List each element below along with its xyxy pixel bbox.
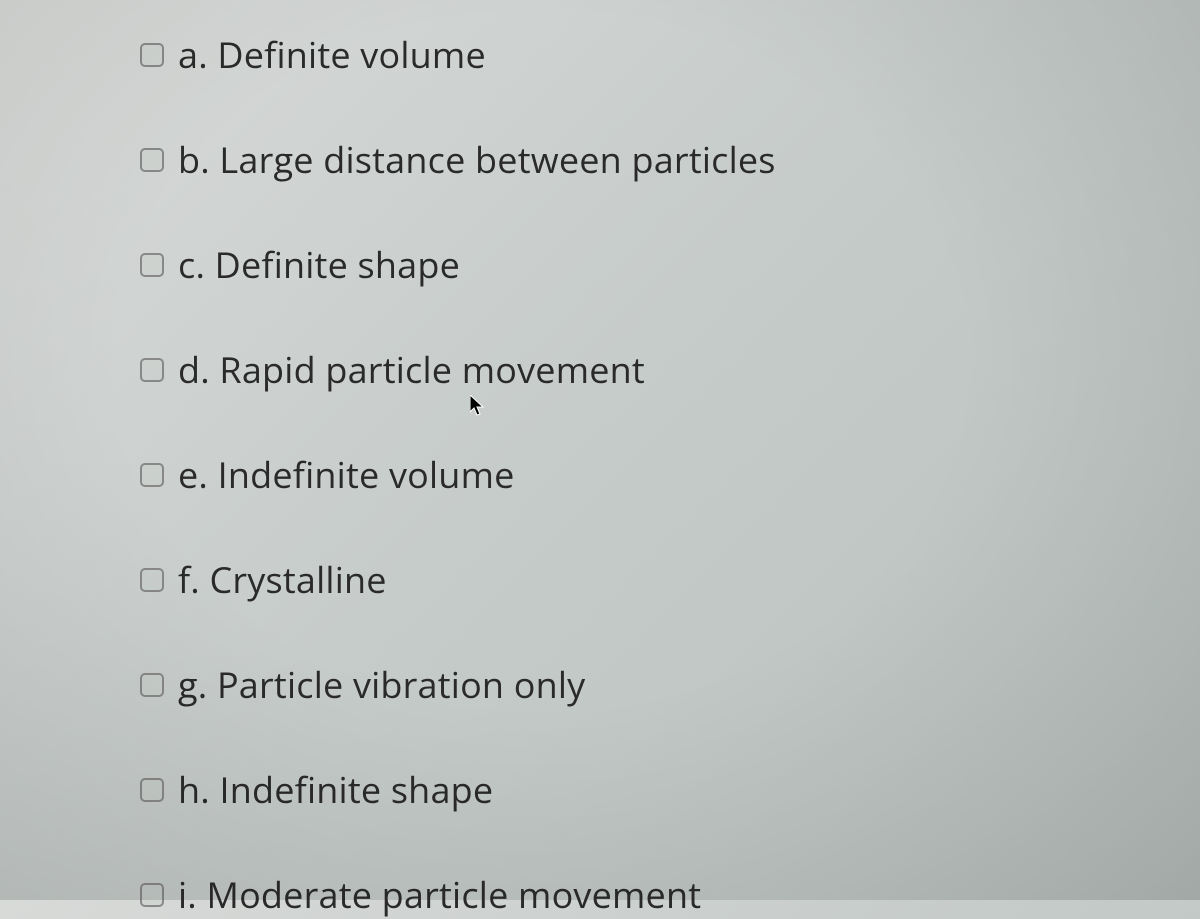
option-label-f[interactable]: f. Crystalline bbox=[178, 555, 387, 604]
option-label-i[interactable]: i. Moderate particle movement bbox=[178, 870, 701, 919]
option-row-b: b. Large distance between particles bbox=[140, 135, 1200, 184]
checkbox-c[interactable] bbox=[140, 253, 164, 277]
checkbox-d[interactable] bbox=[140, 358, 164, 382]
checkbox-e[interactable] bbox=[140, 463, 164, 487]
option-label-g[interactable]: g. Particle vibration only bbox=[178, 660, 585, 709]
checkbox-b[interactable] bbox=[140, 148, 164, 172]
option-label-a[interactable]: a. Definite volume bbox=[178, 30, 486, 79]
option-row-f: f. Crystalline bbox=[140, 555, 1200, 604]
checkbox-f[interactable] bbox=[140, 568, 164, 592]
checkbox-a[interactable] bbox=[140, 43, 164, 67]
option-label-b[interactable]: b. Large distance between particles bbox=[178, 135, 776, 184]
option-row-a: a. Definite volume bbox=[140, 30, 1200, 79]
option-label-c[interactable]: c. Definite shape bbox=[178, 240, 460, 289]
option-row-g: g. Particle vibration only bbox=[140, 660, 1200, 709]
option-label-d[interactable]: d. Rapid particle movement bbox=[178, 345, 645, 394]
option-row-e: e. Indefinite volume bbox=[140, 450, 1200, 499]
checkbox-g[interactable] bbox=[140, 673, 164, 697]
checkbox-h[interactable] bbox=[140, 778, 164, 802]
option-row-c: c. Definite shape bbox=[140, 240, 1200, 289]
option-row-h: h. Indefinite shape bbox=[140, 765, 1200, 814]
checkbox-i[interactable] bbox=[140, 883, 164, 907]
option-row-i: i. Moderate particle movement bbox=[140, 870, 1200, 919]
option-row-d: d. Rapid particle movement bbox=[140, 345, 1200, 394]
options-list: a. Definite volume b. Large distance bet… bbox=[140, 30, 1200, 919]
option-label-h[interactable]: h. Indefinite shape bbox=[178, 765, 493, 814]
option-label-e[interactable]: e. Indefinite volume bbox=[178, 450, 515, 499]
